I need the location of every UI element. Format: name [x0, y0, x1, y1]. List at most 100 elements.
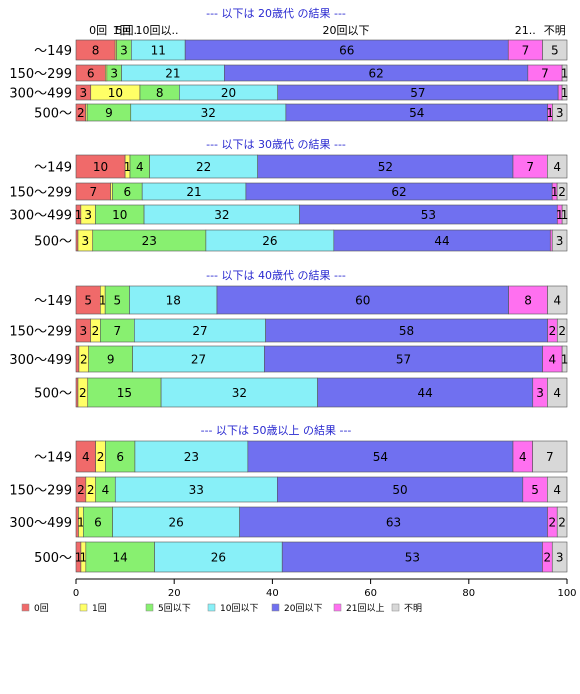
- bar-segment-0-1-6: [561, 64, 568, 82]
- data-label-0-2-0: 3: [80, 86, 88, 100]
- data-label-3-2-4: 63: [386, 516, 401, 530]
- data-label-3-3-0: 1: [75, 551, 83, 565]
- legend-swatch-2: [145, 603, 154, 612]
- category-label-0-3: 500～: [34, 107, 72, 122]
- data-label-0-1-5: 7: [541, 67, 549, 81]
- data-label-1-0-0: 10: [93, 160, 108, 174]
- category-label-3-2: 300～499: [9, 516, 72, 531]
- bar-segment-3-0-2: [105, 440, 136, 473]
- bar-segment-3-2-3: [112, 506, 240, 538]
- data-label-0-1-3: 21: [165, 67, 180, 81]
- data-label-0-3-2: 9: [105, 106, 113, 120]
- data-label-0-1-0: 6: [87, 67, 95, 81]
- data-label-1-0-2: 4: [136, 160, 144, 174]
- bar-segment-1-0-6: [547, 154, 568, 179]
- data-label-1-3-1: 3: [82, 234, 90, 248]
- category-label-3-1: 150～299: [9, 484, 72, 499]
- data-label-3-2-5: 2: [549, 516, 557, 530]
- x-tick-label-4: 80: [462, 588, 475, 599]
- data-label-1-3-3: 26: [262, 234, 277, 248]
- data-label-0-2-4: 57: [410, 86, 425, 100]
- data-label-3-0-2: 6: [116, 450, 124, 464]
- legend-swatch-0: [21, 603, 30, 612]
- data-label-3-0-0: 4: [82, 450, 90, 464]
- data-label-3-1-4: 50: [392, 483, 407, 497]
- bar-segment-2-3-4: [317, 377, 534, 408]
- bar-segment-2-0-6: [547, 285, 568, 315]
- data-label-0-1-2: 3: [110, 67, 118, 81]
- data-label-0-3-5: 1: [546, 106, 554, 120]
- bar-segment-2-2-2: [88, 345, 133, 373]
- data-label-0-0-6: 5: [551, 44, 559, 58]
- bar-segment-1-1-6: [556, 182, 568, 201]
- bar-segment-2-2-4: [264, 345, 543, 373]
- data-label-3-0-6: 7: [546, 450, 554, 464]
- panel-title-0: --- 以下は 20歳代 の結果 ---: [206, 6, 346, 20]
- data-label-2-0-2: 5: [114, 294, 122, 308]
- category-label-3-3: 500～: [34, 551, 72, 566]
- data-label-1-0-1: 1: [124, 160, 132, 174]
- panel-title-3: --- 以下は 50歳以上 の結果 ---: [201, 423, 352, 437]
- data-label-2-0-0: 5: [84, 294, 92, 308]
- data-label-1-2-1: 3: [84, 208, 92, 222]
- legend-swatch-4: [271, 603, 280, 612]
- data-label-2-2-6: 1: [561, 353, 569, 367]
- bar-segment-3-3-4: [281, 541, 543, 573]
- category-label-1-2: 300～499: [9, 209, 72, 224]
- x-tick-label-3: 60: [364, 588, 377, 599]
- data-label-3-3-5: 2: [544, 551, 552, 565]
- bar-segment-3-1-5: [522, 476, 548, 503]
- bar-segment-3-3-6: [551, 541, 568, 573]
- data-label-3-3-6: 3: [556, 551, 564, 565]
- x-tick-label-2: 40: [266, 588, 279, 599]
- data-label-0-0-2: 3: [120, 44, 128, 58]
- data-label-0-3-4: 54: [409, 106, 424, 120]
- bar-segment-3-2-4: [239, 506, 548, 538]
- data-label-2-1-0: 3: [79, 324, 87, 338]
- data-label-3-3-3: 26: [211, 551, 226, 565]
- bar-segment-2-2-3: [132, 345, 265, 373]
- bar-segment-3-1-4: [277, 476, 524, 503]
- bar-segment-1-3-6: [551, 229, 568, 252]
- category-label-3-0: ～149: [34, 451, 72, 466]
- category-label-1-1: 150～299: [9, 186, 72, 201]
- data-label-0-2-2: 8: [156, 86, 164, 100]
- bar-segment-2-3-6: [547, 377, 568, 408]
- data-label-2-2-1: 2: [80, 353, 88, 367]
- panel-title-1: --- 以下は 30歳代 の結果 ---: [206, 137, 346, 151]
- data-label-1-2-0: 1: [75, 208, 83, 222]
- data-label-2-1-4: 58: [399, 324, 414, 338]
- data-label-2-1-3: 27: [192, 324, 207, 338]
- legend-label-5: 21回以上: [346, 603, 384, 614]
- data-label-1-1-0: 7: [89, 185, 97, 199]
- data-label-3-0-1: 2: [97, 450, 105, 464]
- legend-swatch-1: [79, 603, 88, 612]
- bar-segment-2-1-6: [556, 318, 568, 343]
- category-label-0-2: 300～499: [9, 87, 72, 102]
- x-tick-label-5: 100: [557, 588, 576, 599]
- data-label-2-0-3: 18: [166, 294, 181, 308]
- data-label-2-3-2: 15: [117, 386, 132, 400]
- bar-segment-3-0-3: [134, 440, 249, 473]
- data-label-3-1-6: 4: [553, 483, 561, 497]
- legend-label-2: 5回以下: [158, 603, 191, 614]
- data-label-0-0-5: 7: [522, 44, 530, 58]
- data-label-3-1-1: 2: [87, 483, 95, 497]
- data-label-3-2-1: 1: [77, 516, 85, 530]
- data-label-3-3-1: 1: [80, 551, 88, 565]
- category-label-2-2: 300～499: [9, 353, 72, 368]
- legend-label-3: 10回以下: [220, 603, 258, 614]
- top-label-2: 5回..: [116, 24, 141, 37]
- category-label-2-0: ～149: [34, 294, 72, 309]
- data-label-0-2-6: 1: [561, 86, 569, 100]
- data-label-1-2-3: 32: [214, 208, 229, 222]
- category-label-0-1: 150～299: [9, 67, 72, 82]
- x-tick-label-1: 20: [168, 588, 181, 599]
- data-label-3-1-0: 2: [77, 483, 85, 497]
- top-label-3: 10回以..: [136, 24, 179, 37]
- bar-segment-2-3-2: [87, 377, 162, 408]
- data-label-0-0-0: 8: [92, 44, 100, 58]
- data-label-1-1-5: 1: [551, 185, 559, 199]
- data-label-2-1-1: 2: [92, 324, 100, 338]
- data-label-3-0-4: 54: [373, 450, 388, 464]
